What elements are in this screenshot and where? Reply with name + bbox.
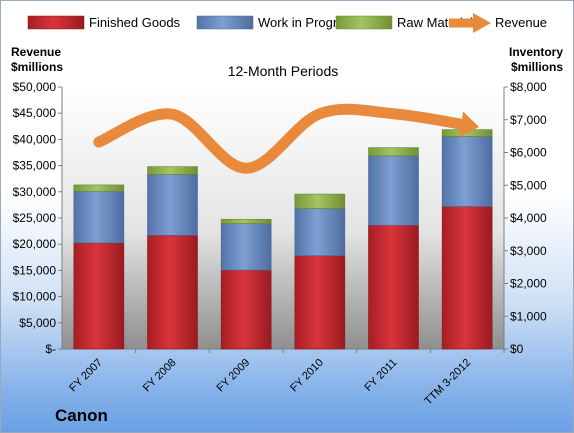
x-tick-label: FY 2011 [362, 357, 399, 394]
right-tick-label: $1,000 [510, 309, 547, 323]
left-tick-label: $35,000 [13, 159, 57, 173]
right-tick-label: $0 [510, 342, 524, 356]
legend-label-finished-goods: Finished Goods [89, 15, 181, 30]
legend-label-revenue: Revenue [495, 15, 547, 30]
company-name: Canon [55, 406, 108, 425]
right-tick-label: $7,000 [510, 113, 547, 127]
legend-swatch-finished-goods [27, 15, 85, 30]
bar-raw-materials-fy-2007 [73, 184, 125, 192]
bar-work-in-progress-fy-2010 [294, 208, 346, 256]
x-tick-label: TTM 3-2012 [422, 357, 473, 408]
left-tick-label: $20,000 [13, 237, 57, 251]
legend-arrowhead-revenue [473, 13, 491, 33]
right-tick-label: $8,000 [510, 80, 547, 94]
bar-raw-materials-fy-2009 [220, 219, 272, 224]
bar-work-in-progress-ttm-3-2012 [441, 136, 493, 207]
bar-finished-goods-fy-2011 [368, 224, 419, 350]
bar-raw-materials-fy-2010 [294, 193, 346, 209]
left-tick-label: $30,000 [13, 185, 57, 199]
right-tick-label: $3,000 [510, 244, 547, 258]
left-axis-title-line1: Revenue [11, 45, 61, 59]
chart-title: 12-Month Periods [228, 63, 339, 79]
left-tick-label: $5,000 [19, 316, 56, 330]
x-tick-label: FY 2007 [67, 357, 105, 395]
bars-group [73, 129, 493, 350]
right-axis-title-line1: Inventory [509, 45, 563, 59]
bar-finished-goods-fy-2009 [220, 269, 272, 350]
left-tick-label: $40,000 [13, 132, 57, 146]
legend-swatch-work-in-progress [196, 15, 254, 30]
left-tick-label: $45,000 [13, 106, 57, 120]
right-tick-label: $2,000 [510, 277, 547, 291]
right-tick-label: $6,000 [510, 146, 547, 160]
legend-swatch-raw-materials [335, 15, 393, 30]
x-tick-label: FY 2009 [215, 357, 253, 395]
plot-area [62, 87, 504, 349]
revenue-arrowhead [459, 111, 480, 138]
left-tick-label: $- [45, 342, 56, 356]
revenue-line-group [93, 103, 480, 174]
bar-work-in-progress-fy-2008 [147, 174, 198, 236]
left-axis-title-line2: $millions [11, 60, 63, 74]
left-tick-label: $25,000 [13, 211, 57, 225]
bar-raw-materials-fy-2008 [147, 166, 198, 175]
legend: Finished Goods Work in Progress Raw Mate… [27, 13, 547, 33]
bar-work-in-progress-fy-2007 [73, 190, 125, 244]
bar-finished-goods-fy-2007 [73, 242, 125, 350]
x-tick-label: FY 2008 [141, 357, 179, 395]
bar-finished-goods-fy-2010 [294, 255, 346, 350]
legend-label-work-in-progress: Work in Progress [258, 15, 358, 30]
bar-finished-goods-fy-2008 [147, 235, 198, 350]
right-tick-label: $5,000 [510, 178, 547, 192]
left-tick-label: $15,000 [13, 263, 57, 277]
axis-ticks [58, 86, 508, 353]
bar-work-in-progress-fy-2011 [368, 155, 419, 226]
left-tick-label: $10,000 [13, 290, 57, 304]
right-tick-label: $4,000 [510, 211, 547, 225]
x-tick-label: FY 2010 [288, 357, 326, 395]
right-axis-title-line2: $millions [511, 60, 563, 74]
bar-finished-goods-ttm-3-2012 [441, 206, 493, 350]
bar-work-in-progress-fy-2009 [220, 223, 272, 271]
left-tick-label: $50,000 [13, 80, 57, 94]
bar-raw-materials-fy-2011 [368, 147, 419, 157]
